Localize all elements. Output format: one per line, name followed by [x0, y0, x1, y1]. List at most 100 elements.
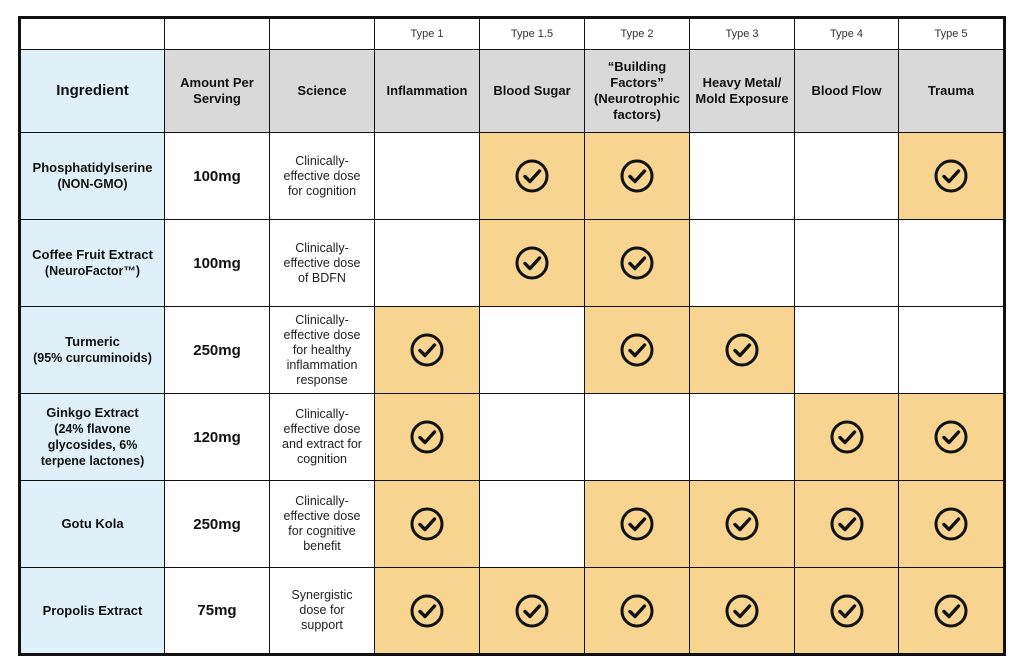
- check-icon: [410, 333, 444, 367]
- check-icon: [410, 507, 444, 541]
- check-icon: [934, 159, 968, 193]
- check-cell: [374, 393, 480, 481]
- amount-cell: 120mg: [164, 393, 270, 481]
- header-cell: Blood Sugar: [479, 49, 585, 133]
- header-row: Ingredient Amount Per Serving Science Infla…: [19, 49, 1005, 133]
- type-label: Type 3: [689, 17, 795, 50]
- science-cell: Clinically-effective dose and extract fo…: [269, 393, 375, 481]
- type-label: Type 1: [374, 17, 480, 50]
- ingredient-cell: Phosphatidylserine (NON-GMO): [19, 132, 165, 220]
- check-cell: [689, 306, 795, 394]
- check-cell: [689, 219, 795, 307]
- blank-cell: [269, 17, 375, 50]
- type-row: Type 1 Type 1.5 Type 2 Type 3 Type 4 Type 5: [19, 17, 1005, 50]
- check-cell: [689, 393, 795, 481]
- header-cell: Inflammation: [374, 49, 480, 133]
- header-cell: “Building Factors” (Neurotrophic factors…: [584, 49, 690, 133]
- ingredient-cell: Ginkgo Extract (24% flavone glycosides, 6…: [19, 393, 165, 481]
- header-cell: Amount Per Serving: [164, 49, 270, 133]
- blank-cell: [164, 17, 270, 50]
- type-label: Type 2: [584, 17, 690, 50]
- check-cell: [794, 219, 899, 307]
- header-cell: Ingredient: [19, 49, 165, 133]
- check-cell: [584, 567, 690, 655]
- check-icon: [725, 333, 759, 367]
- check-icon: [515, 246, 549, 280]
- check-cell: [584, 480, 690, 568]
- ingredient-name: Ginkgo Extract: [46, 405, 139, 420]
- check-cell: [794, 132, 899, 220]
- header-cell: Heavy Metal/ Mold Exposure: [689, 49, 795, 133]
- check-cell: [898, 219, 1005, 307]
- ingredient-detail: (95% curcuminoids): [33, 351, 152, 365]
- ingredient-row: Turmeric (95% curcuminoids) 250mg Clinicall…: [19, 306, 1005, 394]
- check-cell: [794, 393, 899, 481]
- check-icon: [830, 507, 863, 541]
- check-cell: [374, 132, 480, 220]
- ingredient-name: Coffee Fruit Extract: [32, 247, 153, 262]
- type-label: Type 1.5: [479, 17, 585, 50]
- check-cell: [794, 480, 899, 568]
- check-cell: [374, 567, 480, 655]
- check-cell: [374, 480, 480, 568]
- ingredient-detail: (NeuroFactor™): [44, 264, 141, 278]
- check-icon: [410, 420, 444, 454]
- blank-cell: [19, 17, 165, 50]
- check-cell: [584, 306, 690, 394]
- check-cell: [584, 219, 690, 307]
- ingredient-row: Propolis Extract 75mg Synergistic dose for…: [19, 567, 1005, 655]
- check-cell: [374, 219, 480, 307]
- ingredient-name: Gotu Kola: [61, 516, 124, 531]
- check-icon: [934, 420, 968, 454]
- check-icon: [410, 594, 444, 627]
- check-cell: [479, 219, 585, 307]
- amount-cell: 100mg: [164, 219, 270, 307]
- ingredient-cell: Turmeric (95% curcuminoids): [19, 306, 165, 394]
- check-cell: [689, 567, 795, 655]
- ingredient-name: Phosphatidylserine: [32, 160, 153, 175]
- check-icon: [830, 420, 863, 454]
- check-cell: [898, 480, 1005, 568]
- header-cell: Trauma: [898, 49, 1005, 133]
- type-label: Type 5: [898, 17, 1005, 50]
- check-icon: [620, 507, 654, 541]
- amount-cell: 100mg: [164, 132, 270, 220]
- check-icon: [515, 159, 549, 193]
- check-icon: [620, 594, 654, 627]
- amount-cell: 75mg: [164, 567, 270, 655]
- ingredient-row: Gotu Kola 250mg Clinically-effective dose …: [19, 480, 1005, 568]
- check-cell: [479, 567, 585, 655]
- type-label: Type 4: [794, 17, 899, 50]
- science-cell: Clinically-effective dose for cognitive …: [269, 480, 375, 568]
- ingredient-cell: Coffee Fruit Extract (NeuroFactor™): [19, 219, 165, 307]
- header-cell: Blood Flow: [794, 49, 899, 133]
- science-cell: Clinically-effective dose for cognition: [269, 132, 375, 220]
- header-cell: Science: [269, 49, 375, 133]
- ingredient-name: Turmeric: [65, 334, 120, 349]
- check-icon: [934, 594, 968, 627]
- check-cell: [898, 132, 1005, 220]
- ingredient-row: Coffee Fruit Extract (NeuroFactor™) 100mg C…: [19, 219, 1005, 307]
- ingredient-name: Propolis Extract: [42, 602, 143, 618]
- check-icon: [934, 507, 968, 541]
- amount-cell: 250mg: [164, 480, 270, 568]
- comparison-table: Type 1 Type 1.5 Type 2 Type 3 Type 4 Type 5 In…: [18, 16, 1006, 656]
- ingredient-detail: (NON-GMO): [57, 177, 128, 191]
- check-icon: [620, 246, 654, 280]
- ingredient-row: Ginkgo Extract (24% flavone glycosides, 6…: [19, 393, 1005, 481]
- science-cell: Synergistic dose for support: [269, 567, 375, 655]
- check-icon: [725, 594, 759, 627]
- ingredient-cell: Propolis Extract: [19, 567, 165, 655]
- check-cell: [479, 132, 585, 220]
- check-icon: [515, 594, 549, 627]
- check-cell: [898, 393, 1005, 481]
- science-cell: Clinically-effective dose of BDFN: [269, 219, 375, 307]
- check-cell: [794, 567, 899, 655]
- check-cell: [898, 567, 1005, 655]
- check-cell: [794, 306, 899, 394]
- amount-cell: 250mg: [164, 306, 270, 394]
- table-body: Type 1 Type 1.5 Type 2 Type 3 Type 4 Type 5 In…: [19, 17, 1005, 655]
- ingredient-row: Phosphatidylserine (NON-GMO) 100mg Clinical…: [19, 132, 1005, 220]
- ingredient-detail: (24% flavone glycosides, 6% terpene lact…: [40, 422, 145, 468]
